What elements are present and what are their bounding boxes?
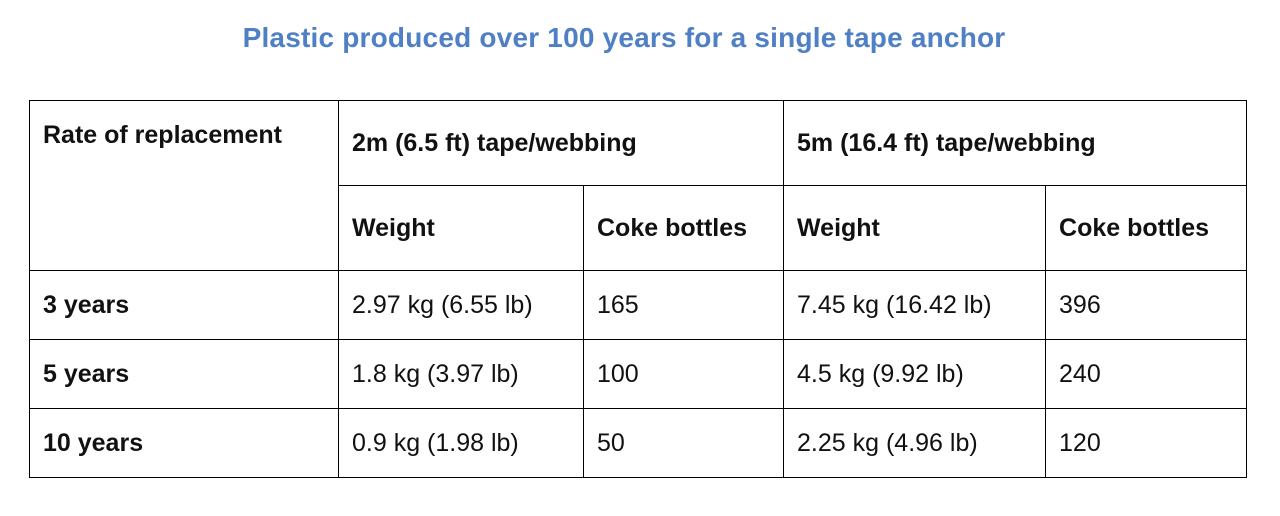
- weight-cell-5m: 4.5 kg (9.92 lb): [783, 339, 1047, 409]
- page-title: Plastic produced over 100 years for a si…: [242, 22, 1006, 53]
- table-row: 5 years 1.8 kg (3.97 lb) 100 4.5 kg (9.9…: [29, 339, 1248, 409]
- bottles-cell-5m: 396: [1045, 270, 1248, 340]
- bottles-cell-2m: 50: [582, 408, 785, 478]
- weight-header-2m: Weight: [338, 185, 584, 271]
- group-header-2m: 2m (6.5 ft) tape/webbing: [337, 100, 785, 186]
- plastic-table: Rate of replacement 2m (6.5 ft) tape/web…: [29, 100, 1248, 478]
- group-header-5m: 5m (16.4 ft) tape/webbing: [783, 100, 1248, 186]
- weight-cell-2m: 2.97 kg (6.55 lb): [338, 270, 584, 340]
- bottles-cell-5m: 240: [1045, 339, 1248, 409]
- bottles-cell-2m: 100: [582, 339, 785, 409]
- rate-cell: 5 years: [29, 339, 339, 409]
- weight-cell-2m: 1.8 kg (3.97 lb): [338, 339, 584, 409]
- bottles-header-2m: Coke bottles: [582, 185, 785, 271]
- weight-cell-2m: 0.9 kg (1.98 lb): [338, 408, 584, 478]
- weight-cell-5m: 7.45 kg (16.42 lb): [783, 270, 1047, 340]
- weight-cell-5m: 2.25 kg (4.96 lb): [783, 408, 1047, 478]
- table-row: 3 years 2.97 kg (6.55 lb) 165 7.45 kg (1…: [29, 270, 1248, 340]
- table-row: 10 years 0.9 kg (1.98 lb) 50 2.25 kg (4.…: [29, 408, 1248, 478]
- bottles-cell-2m: 165: [582, 270, 785, 340]
- rate-cell: 10 years: [29, 408, 339, 478]
- rate-header-cell: Rate of replacement: [29, 100, 339, 271]
- weight-header-5m: Weight: [783, 185, 1047, 271]
- rate-cell: 3 years: [29, 270, 339, 340]
- bottles-header-5m: Coke bottles: [1045, 185, 1248, 271]
- header-row-groups: Rate of replacement 2m (6.5 ft) tape/web…: [29, 100, 1248, 271]
- bottles-cell-5m: 120: [1045, 408, 1248, 478]
